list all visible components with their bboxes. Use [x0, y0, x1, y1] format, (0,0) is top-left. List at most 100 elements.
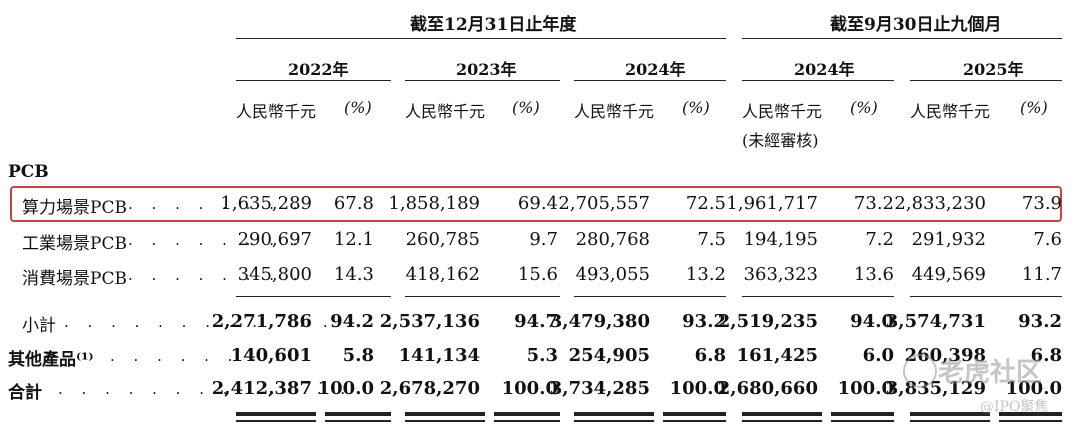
cell-2022-amount: 140,601 — [230, 345, 312, 366]
table-row-consumer-pcb: 消費場景PCB . . . . . . . . 345,800 14.3 418… — [0, 261, 1080, 291]
year-rule-2025 — [910, 80, 1062, 81]
total-double-rule-2025-amount — [910, 412, 990, 416]
cell-2023-amount: 1,858,189 — [388, 193, 480, 214]
total-double-rule-2022-amount-2 — [236, 420, 316, 422]
total-double-rule-2025-amount-2 — [910, 420, 990, 422]
cell-2022-amount: 345,800 — [237, 264, 312, 285]
cell-2024-nm-pct: 73.2 — [853, 193, 894, 214]
cell-2024-amount: 2,705,557 — [558, 193, 650, 214]
cell-2024-nm-pct: 13.6 — [853, 264, 894, 285]
unit-pct-2022: (%) — [344, 98, 372, 117]
table-row-other-products: 其他產品⁽¹⁾ . . . . . . . . 140,601 5.8 141,… — [0, 342, 1080, 372]
cell-2024-nm-amount: 194,195 — [743, 229, 818, 250]
cell-2025-amount: 3,574,731 — [885, 311, 986, 332]
cell-2024-pct: 6.8 — [694, 345, 726, 366]
total-double-rule-2025-pct — [999, 412, 1062, 416]
header-year-2024: 2024年 — [625, 60, 686, 79]
cell-2022-amount: 1,635,289 — [220, 193, 312, 214]
unaudited-note: (未經審核) — [742, 131, 819, 150]
cell-2024-amount: 280,768 — [575, 229, 650, 250]
header-year-2022: 2022年 — [288, 60, 349, 79]
cell-2022-pct: 100.0 — [317, 378, 374, 399]
cell-2024-nm-amount: 363,323 — [743, 264, 818, 285]
cell-2024-pct: 7.5 — [697, 229, 726, 250]
year-rule-2023 — [405, 80, 560, 81]
cell-2023-amount: 2,537,136 — [379, 311, 480, 332]
subtotal-rule-2024-nine-months — [742, 296, 894, 297]
table-row-subtotal: 小計 . . . . . . . . . . . . 2,271,786 94.… — [0, 308, 1080, 338]
total-double-rule-2023-amount — [405, 412, 485, 416]
cell-2022-pct: 94.2 — [330, 311, 374, 332]
row-label: 合計 — [8, 383, 42, 403]
cell-2025-pct: 11.7 — [1021, 264, 1062, 285]
cell-2025-pct: 7.6 — [1033, 229, 1062, 250]
year-rule-2022 — [236, 80, 391, 81]
cell-2024-nm-amount: 1,961,717 — [726, 193, 818, 214]
cell-2024-nm-pct: 94.0 — [850, 311, 894, 332]
cell-2023-pct: 5.3 — [526, 345, 558, 366]
row-label: 其他產品⁽¹⁾ — [8, 350, 94, 370]
header-year-2023: 2023年 — [456, 60, 517, 79]
header-year-2024-nine-months: 2024年 — [794, 60, 855, 79]
cell-2024-nm-amount: 2,680,660 — [717, 378, 818, 399]
cell-2023-pct: 9.7 — [529, 229, 558, 250]
cell-2025-pct: 100.0 — [1005, 378, 1062, 399]
cell-2023-pct: 69.4 — [517, 193, 558, 214]
unit-pct-2024: (%) — [682, 98, 710, 117]
cell-2024-nm-amount: 161,425 — [736, 345, 818, 366]
row-label: 消費場景PCB — [22, 269, 127, 289]
subtotal-rule-2023 — [405, 296, 560, 297]
cell-2025-pct: 6.8 — [1030, 345, 1062, 366]
total-double-rule-2024-amount-2 — [574, 420, 654, 422]
cell-2025-amount: 291,932 — [911, 229, 986, 250]
unit-amount-2022: 人民幣千元 — [236, 102, 317, 121]
watermark-logo-icon — [903, 354, 937, 388]
subtotal-rule-2024 — [574, 296, 726, 297]
watermark-logo-text: 老虎社区 — [938, 358, 1043, 388]
total-double-rule-2024-nm-pct — [831, 412, 894, 416]
cell-2023-amount: 2,678,270 — [379, 378, 480, 399]
cell-2025-pct: 93.2 — [1018, 311, 1062, 332]
total-double-rule-2024-nm-pct-2 — [831, 420, 894, 422]
cell-2024-amount: 493,055 — [575, 264, 650, 285]
total-double-rule-2024-nm-amount — [742, 412, 822, 416]
cell-2022-pct: 12.1 — [333, 229, 374, 250]
subtotal-rule-2022 — [236, 296, 391, 297]
total-double-rule-2024-amount — [574, 412, 654, 416]
cell-2024-amount: 3,734,285 — [549, 378, 650, 399]
section-label-pcb: PCB — [8, 162, 49, 182]
total-double-rule-2025-pct-2 — [999, 420, 1062, 422]
cell-2024-pct: 72.5 — [685, 193, 726, 214]
row-label: 小計 — [22, 316, 56, 336]
total-double-rule-2022-pct-2 — [325, 420, 391, 422]
total-double-rule-2022-amount — [236, 412, 316, 416]
cell-2023-amount: 141,134 — [398, 345, 480, 366]
unit-pct-2025: (%) — [1020, 98, 1048, 117]
total-double-rule-2022-pct — [325, 412, 391, 416]
unit-pct-2023: (%) — [512, 98, 540, 117]
unit-amount-2024-nine-months: 人民幣千元 — [742, 102, 823, 121]
header-rule-annual — [236, 38, 726, 39]
cell-2022-amount: 2,271,786 — [211, 311, 312, 332]
header-rule-nine-months — [742, 38, 1062, 39]
total-double-rule-2023-pct — [494, 412, 560, 416]
year-rule-2024 — [574, 80, 726, 81]
cell-2022-pct: 14.3 — [333, 264, 374, 285]
table-row-computing-pcb: 算力場景PCB . . . . . . . . 1,635,289 67.8 1… — [0, 190, 1080, 220]
header-period-nine-months: 截至9月30日止九個月 — [830, 15, 1002, 35]
table-row-industrial-pcb: 工業場景PCB . . . . . . . . 290,697 12.1 260… — [0, 226, 1080, 256]
total-double-rule-2024-pct-2 — [663, 420, 726, 422]
total-double-rule-2023-pct-2 — [494, 420, 560, 422]
cell-2024-pct: 13.2 — [685, 264, 726, 285]
cell-2025-amount: 2,833,230 — [894, 193, 986, 214]
table-row-total: 合計 . . . . . . . . . . . . . 2,412,387 1… — [0, 375, 1080, 405]
cell-2022-pct: 67.8 — [333, 193, 374, 214]
cell-2023-pct: 15.6 — [517, 264, 558, 285]
subtotal-rule-2025 — [910, 296, 1062, 297]
cell-2022-pct: 5.8 — [342, 345, 374, 366]
total-double-rule-2023-amount-2 — [405, 420, 485, 422]
row-label: 算力場景PCB — [22, 198, 127, 218]
total-double-rule-2024-nm-amount-2 — [742, 420, 822, 422]
header-year-2025: 2025年 — [963, 60, 1024, 79]
row-leader-dots: . . . . . . . . . . . . . — [58, 380, 353, 398]
